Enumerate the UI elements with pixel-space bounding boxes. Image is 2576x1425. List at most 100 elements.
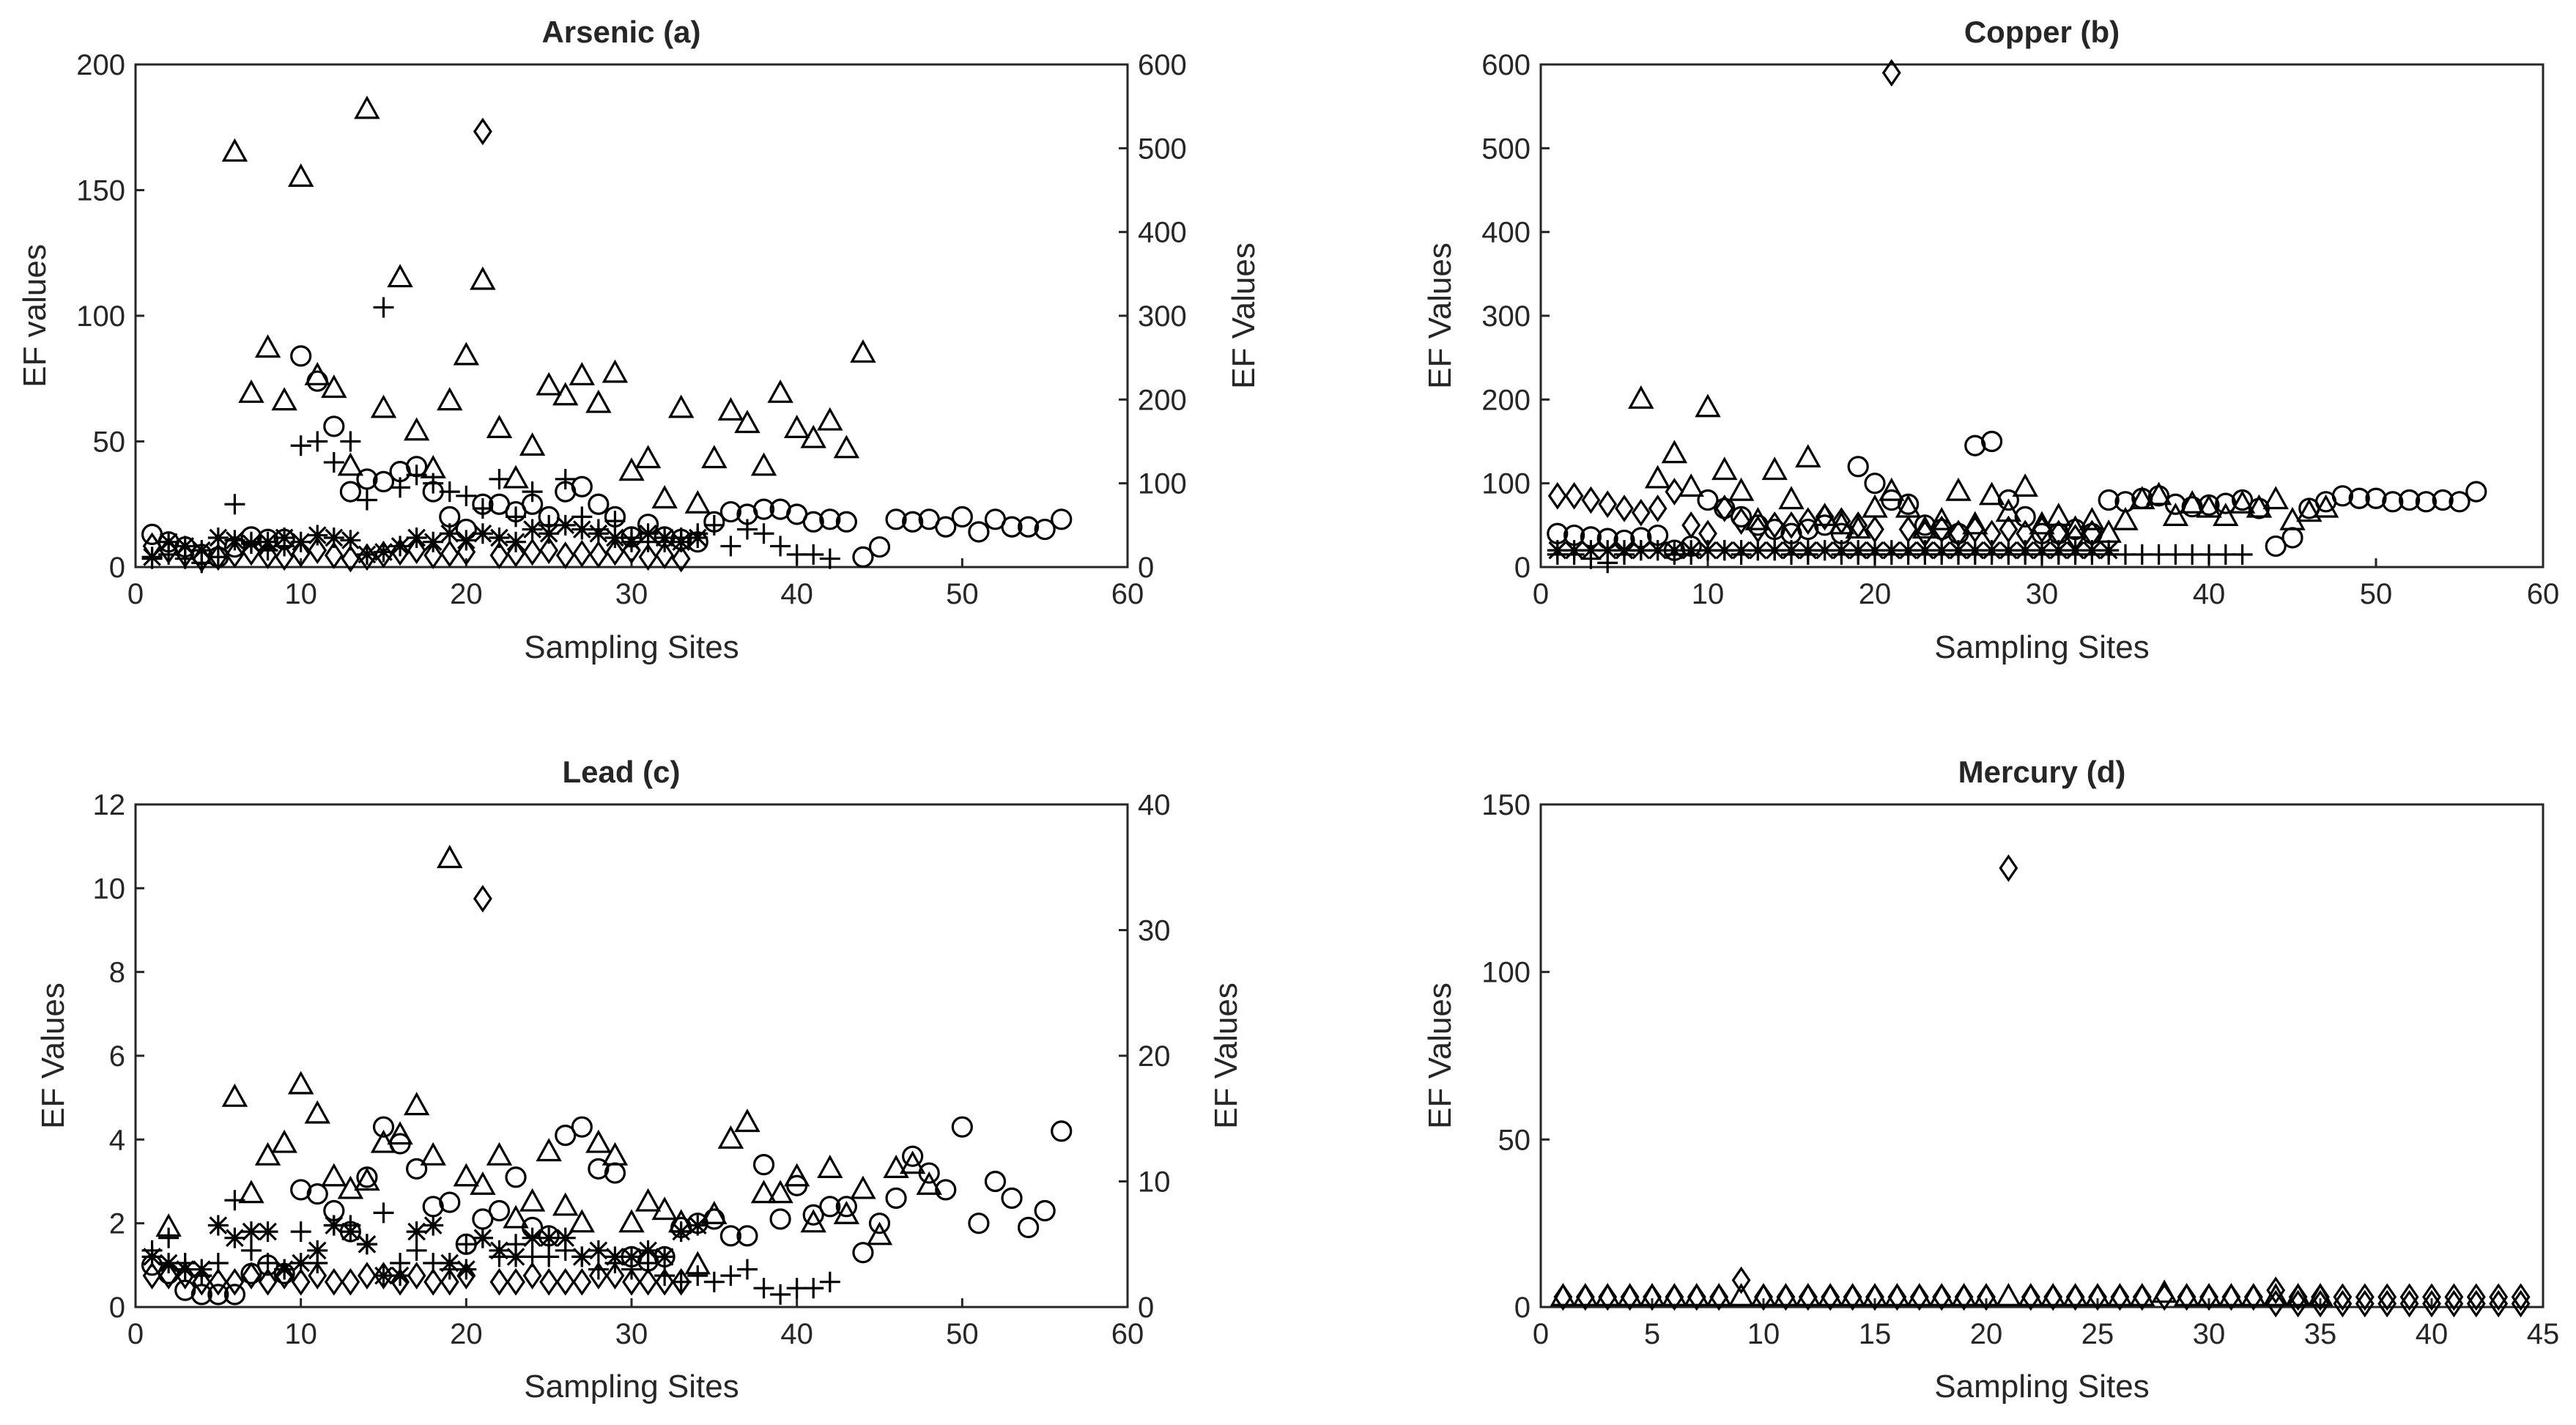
circle-marker — [323, 415, 345, 437]
asterisk-marker — [1981, 540, 2002, 561]
triangle-marker — [916, 1171, 942, 1195]
asterisk-marker — [1865, 540, 1885, 561]
asterisk-marker — [621, 1246, 642, 1267]
diamond-marker — [440, 539, 459, 568]
triangle-marker — [569, 1209, 596, 1233]
diamond-marker — [588, 541, 608, 569]
diamond-marker — [2266, 1289, 2286, 1318]
diamond-marker — [1631, 498, 1651, 527]
y-right-tick-label: 500 — [1138, 133, 1187, 165]
diamond-marker — [1598, 490, 1618, 519]
asterisk-marker — [257, 1221, 278, 1243]
triangle-marker — [602, 359, 629, 383]
asterisk-marker — [1614, 540, 1635, 561]
asterisk-marker — [323, 527, 344, 548]
plus-marker — [456, 1234, 477, 1255]
diamond-marker — [1714, 495, 1734, 522]
circle-marker — [488, 1199, 511, 1222]
x-tick-label: 60 — [1111, 578, 1144, 610]
triangle-marker — [817, 407, 843, 431]
diamond-marker — [1965, 515, 1985, 544]
plus-marker — [356, 489, 377, 511]
triangle-marker — [1950, 1282, 1977, 1306]
y-tick-label: 600 — [1481, 49, 1531, 81]
y-tick-label: 50 — [1498, 1124, 1531, 1156]
triangle-marker — [2229, 489, 2256, 514]
asterisk-marker — [1664, 540, 1685, 561]
y-tick-label: 2 — [109, 1208, 125, 1240]
asterisk-marker — [158, 531, 179, 552]
diamond-marker — [308, 536, 327, 564]
triangle-marker — [337, 452, 364, 476]
diamond-marker — [275, 1262, 295, 1289]
circle-marker — [356, 468, 378, 490]
triangle-marker — [387, 264, 413, 288]
y-tick-label: 500 — [1481, 133, 1531, 165]
circle-marker — [1964, 434, 1986, 456]
diamond-marker — [2311, 1289, 2330, 1318]
asterisk-marker — [555, 514, 576, 536]
x-tick-label: 40 — [780, 1318, 813, 1350]
panel-c-title: Lead (c) — [562, 755, 680, 789]
panel-lead: Lead (c) Sampling Sites EF Values EF Val… — [35, 755, 1244, 1404]
panel-a-yticks: 0 50 100 150 200 — [76, 49, 144, 584]
triangle-marker — [1928, 506, 1955, 530]
triangle-marker — [1761, 456, 1788, 481]
circle-marker — [2331, 485, 2353, 507]
asterisk-marker — [670, 531, 692, 552]
diamond-marker — [605, 538, 625, 566]
plus-marker — [753, 1278, 774, 1299]
y-tick-label: 0 — [109, 552, 125, 584]
diamond-marker — [1848, 511, 1868, 539]
asterisk-marker — [1714, 540, 1735, 561]
circle-marker — [1697, 489, 1719, 511]
diamond-marker — [1731, 507, 1751, 535]
plus-marker — [720, 536, 741, 557]
x-tick-label: 40 — [2416, 1318, 2449, 1350]
circle-marker — [1997, 489, 2019, 511]
asterisk-marker — [604, 1246, 626, 1267]
triangle-marker — [321, 1163, 347, 1187]
triangle-marker — [437, 387, 463, 411]
panel-copper: Copper (b) Sampling Sites EF Values 0 10 2… — [1422, 15, 2559, 665]
y-tick-label: 100 — [76, 300, 125, 333]
diamond-marker — [2422, 1289, 2441, 1318]
diamond-marker — [1731, 1266, 1751, 1295]
y-tick-label: 100 — [1481, 957, 1531, 989]
triangle-marker — [1995, 1282, 2022, 1306]
circle-marker — [736, 1225, 758, 1247]
asterisk-marker — [1998, 540, 2019, 561]
asterisk-marker — [174, 1259, 196, 1280]
circle-marker — [571, 1116, 593, 1138]
asterisk-marker — [1630, 540, 1651, 561]
asterisk-marker — [472, 1227, 493, 1248]
asterisk-marker — [307, 525, 328, 546]
circle-marker — [1714, 497, 1736, 519]
asterisk-marker — [588, 1240, 609, 1261]
asterisk-marker — [522, 1227, 543, 1248]
triangle-marker — [1750, 1282, 1777, 1306]
triangle-marker — [1879, 477, 1905, 501]
triangle-marker — [850, 1175, 876, 1199]
plus-marker — [555, 468, 576, 489]
triangle-marker — [767, 1180, 793, 1204]
asterisk-marker — [1580, 540, 1602, 561]
triangle-marker — [2106, 1282, 2133, 1306]
triangle-marker — [287, 163, 314, 187]
triangle-marker — [2162, 503, 2189, 527]
triangle-marker — [2018, 1282, 2044, 1306]
diamond-marker — [2444, 1289, 2464, 1318]
diamond-marker — [374, 541, 393, 569]
plus-marker — [736, 519, 758, 540]
plus-marker — [819, 1271, 840, 1292]
y-tick-label: 300 — [1481, 300, 1531, 333]
circle-marker — [984, 1170, 1007, 1193]
triangle-marker — [2062, 1282, 2089, 1306]
triangle-marker — [717, 1125, 744, 1149]
panel-d-title: Mercury (d) — [1958, 755, 2126, 789]
panel-d-xlabel: Sampling Sites — [1934, 1369, 2149, 1404]
x-tick-label: 10 — [284, 1318, 317, 1350]
diamond-marker — [2444, 1283, 2464, 1311]
asterisk-marker — [307, 1240, 328, 1261]
